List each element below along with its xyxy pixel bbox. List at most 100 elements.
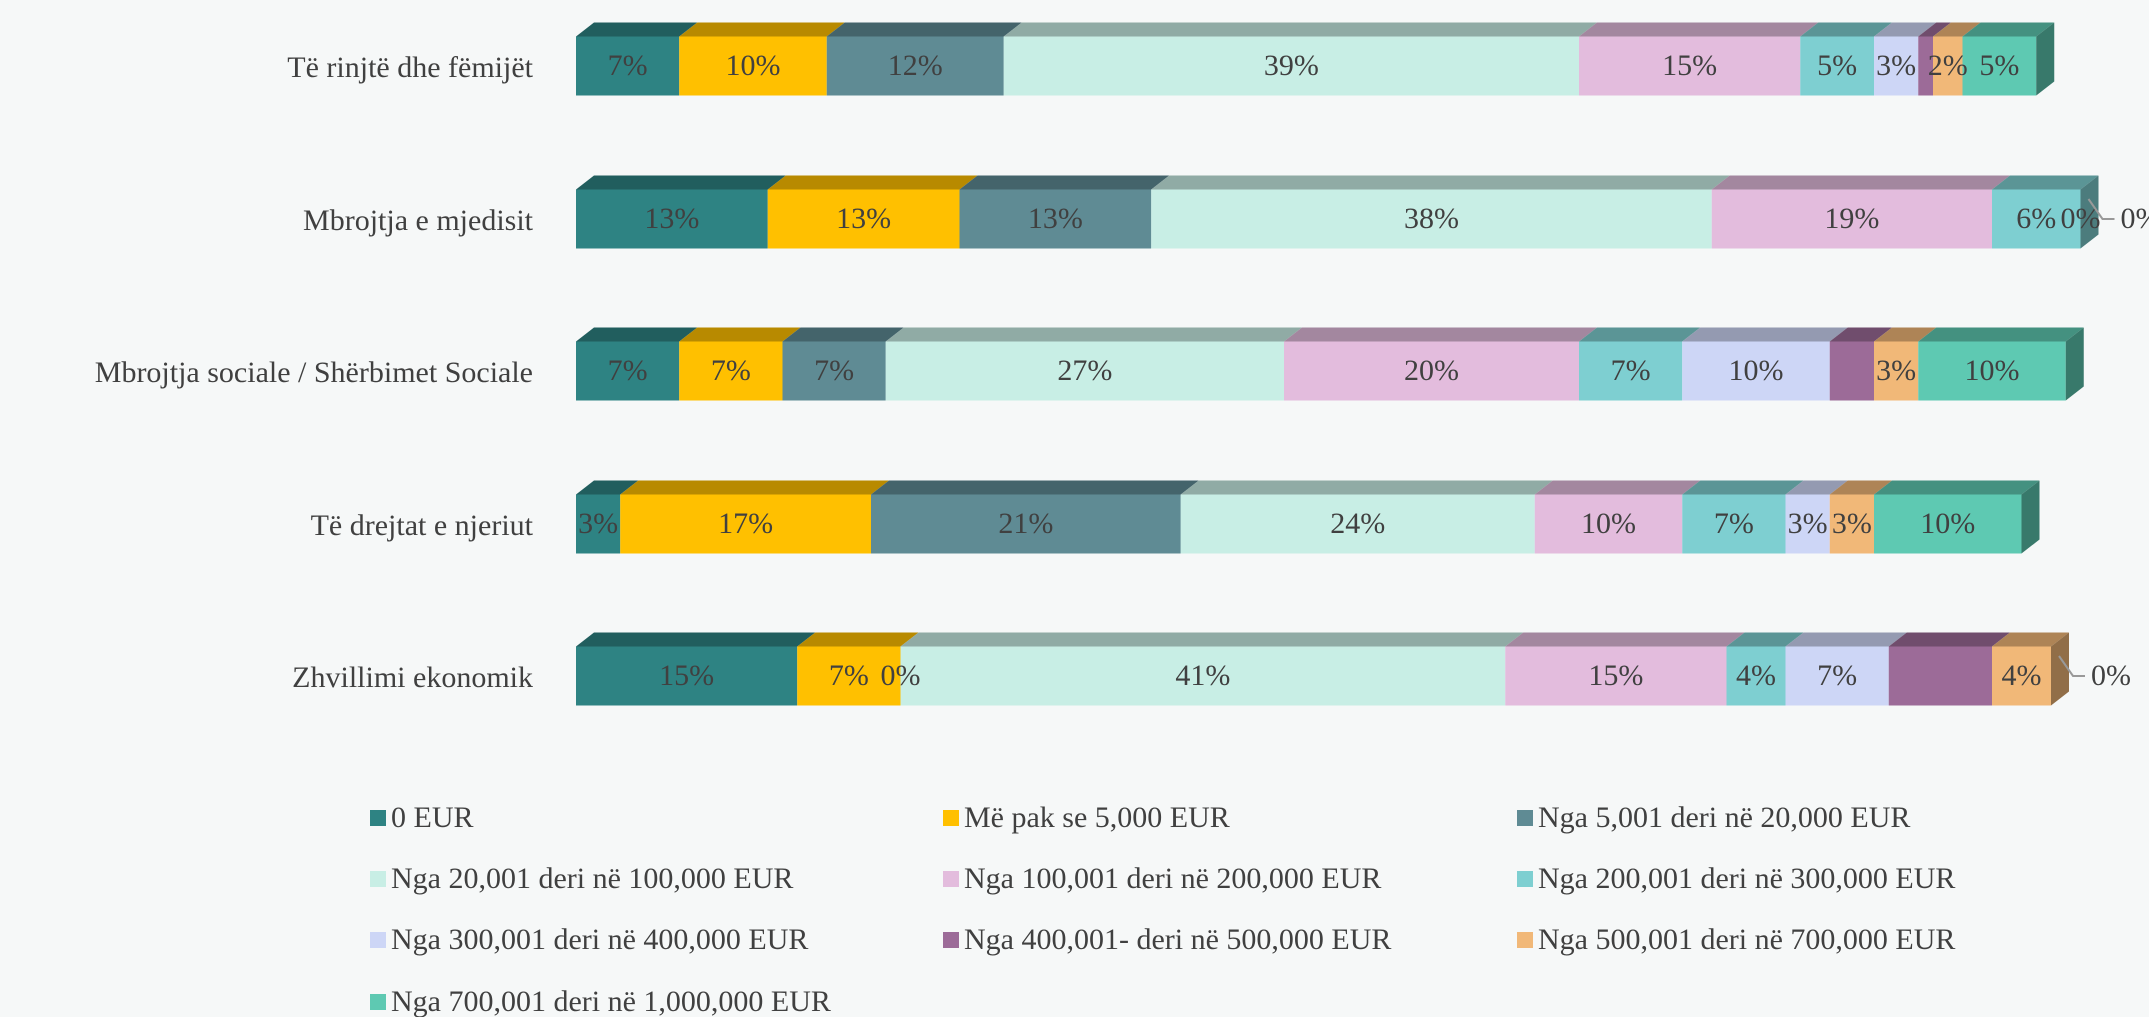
- bar-top: [1918, 327, 2084, 342]
- legend-swatch: [370, 871, 386, 887]
- data-label: 0%: [2121, 202, 2149, 235]
- data-label: 2%: [1928, 49, 1968, 82]
- data-label: 17%: [718, 507, 773, 540]
- legend-swatch: [943, 871, 959, 887]
- bar-top: [900, 632, 1524, 647]
- bar-segment: [1682, 494, 1786, 554]
- data-label: 41%: [1175, 659, 1230, 692]
- legend-swatch: [1517, 932, 1533, 948]
- legend-label: Nga 700,001 deri në 1,000,000 EUR: [391, 985, 831, 1017]
- bar-top: [1785, 480, 1848, 495]
- bar-segment: [1505, 646, 1727, 706]
- bar-segment: [1962, 36, 2037, 96]
- bar-segment: [1726, 646, 1786, 706]
- bar-segment: [1579, 36, 1801, 96]
- legend-label: Nga 20,001 deri në 100,000 EUR: [391, 862, 793, 895]
- legend-swatch: [370, 810, 386, 826]
- bar-segment: [576, 36, 680, 96]
- data-label: 19%: [1824, 202, 1879, 235]
- data-label: 20%: [1404, 354, 1459, 387]
- bar-top: [1505, 632, 1745, 647]
- data-label: 7%: [1817, 659, 1857, 692]
- bar-segment: [576, 646, 798, 706]
- data-label: 7%: [1714, 507, 1754, 540]
- bar-top: [1992, 632, 2069, 647]
- bar-segment: [885, 341, 1284, 401]
- data-label: 15%: [1588, 659, 1643, 692]
- bar-segment: [1992, 646, 2051, 706]
- data-label: 27%: [1057, 354, 1112, 387]
- bar-end: [2065, 327, 2084, 401]
- data-label: 10%: [1581, 507, 1636, 540]
- bar-top: [576, 632, 816, 647]
- bar-top: [1579, 327, 1701, 342]
- bar-segment: [1711, 189, 1992, 249]
- bar-top: [576, 22, 698, 37]
- data-label: 0%: [881, 659, 921, 692]
- data-label: 4%: [1736, 659, 1776, 692]
- bar-segment: [959, 189, 1152, 249]
- legend-label: Nga 5,001 deri në 20,000 EUR: [1538, 801, 1910, 834]
- bar-top: [1003, 22, 1597, 37]
- bar-segment: [1874, 36, 1919, 96]
- legend-label: 0 EUR: [391, 801, 474, 834]
- legend-label: Nga 400,001- deri në 500,000 EUR: [964, 923, 1391, 956]
- legend-label: Nga 500,001 deri në 700,000 EUR: [1538, 923, 1955, 956]
- bar-top: [1284, 327, 1597, 342]
- bar-top: [576, 480, 639, 495]
- bar-segment: [1785, 646, 1889, 706]
- legend-label: Nga 200,001 deri në 300,000 EUR: [1538, 862, 1955, 895]
- data-label: 24%: [1330, 507, 1385, 540]
- data-label: 5%: [1817, 49, 1857, 82]
- legend-swatch: [1517, 871, 1533, 887]
- data-label: 4%: [2002, 659, 2042, 692]
- bar-top: [1962, 22, 2055, 37]
- bar-top: [871, 480, 1199, 495]
- bar-segment: [1918, 341, 2066, 401]
- category-label: Të rinjtë dhe fëmijët: [287, 51, 533, 84]
- bar-top: [1918, 22, 1951, 37]
- category-label: Zhvillimi ekonomik: [292, 661, 533, 694]
- bar-top: [826, 22, 1022, 37]
- bar-segment: [1151, 189, 1712, 249]
- data-label: 3%: [1788, 507, 1828, 540]
- bar-top: [576, 327, 698, 342]
- data-label: 10%: [726, 49, 781, 82]
- bar-top: [1800, 22, 1892, 37]
- data-label: 13%: [644, 202, 699, 235]
- bar-top: [1874, 480, 2040, 495]
- data-label: 10%: [1965, 354, 2020, 387]
- bar-top: [959, 175, 1170, 190]
- bar-top: [1829, 480, 1892, 495]
- bar-segment: [576, 494, 621, 554]
- data-label: 0%: [2091, 659, 2131, 692]
- legend-label: Nga 300,001 deri në 400,000 EUR: [391, 923, 808, 956]
- bar-top: [1180, 480, 1553, 495]
- data-label: 7%: [608, 354, 648, 387]
- bar-top: [1874, 327, 1937, 342]
- data-label: 39%: [1264, 49, 1319, 82]
- bar-segment: [1003, 36, 1579, 96]
- leader-line: [2087, 198, 2115, 220]
- data-label: 3%: [578, 507, 618, 540]
- legend-swatch: [943, 810, 959, 826]
- category-label: Të drejtat e njeriut: [311, 509, 534, 542]
- bar-top: [576, 175, 786, 190]
- bar-top: [1874, 22, 1937, 37]
- bar-segment: [782, 341, 886, 401]
- bar-segment: [1800, 36, 1874, 96]
- bar-segment: [1888, 646, 1992, 706]
- bar-segment: [679, 341, 783, 401]
- bar-segment: [1534, 494, 1683, 554]
- bar-top: [679, 327, 801, 342]
- bar-top: [1579, 22, 1819, 37]
- bar-segment: [900, 646, 1506, 706]
- bar-segment: [1579, 341, 1683, 401]
- bar-top: [620, 480, 889, 495]
- bar-segment: [1874, 494, 2022, 554]
- bar-top: [1992, 175, 2099, 190]
- bar-segment: [871, 494, 1181, 554]
- data-label: 6%: [2016, 202, 2056, 235]
- bar-top: [1534, 480, 1701, 495]
